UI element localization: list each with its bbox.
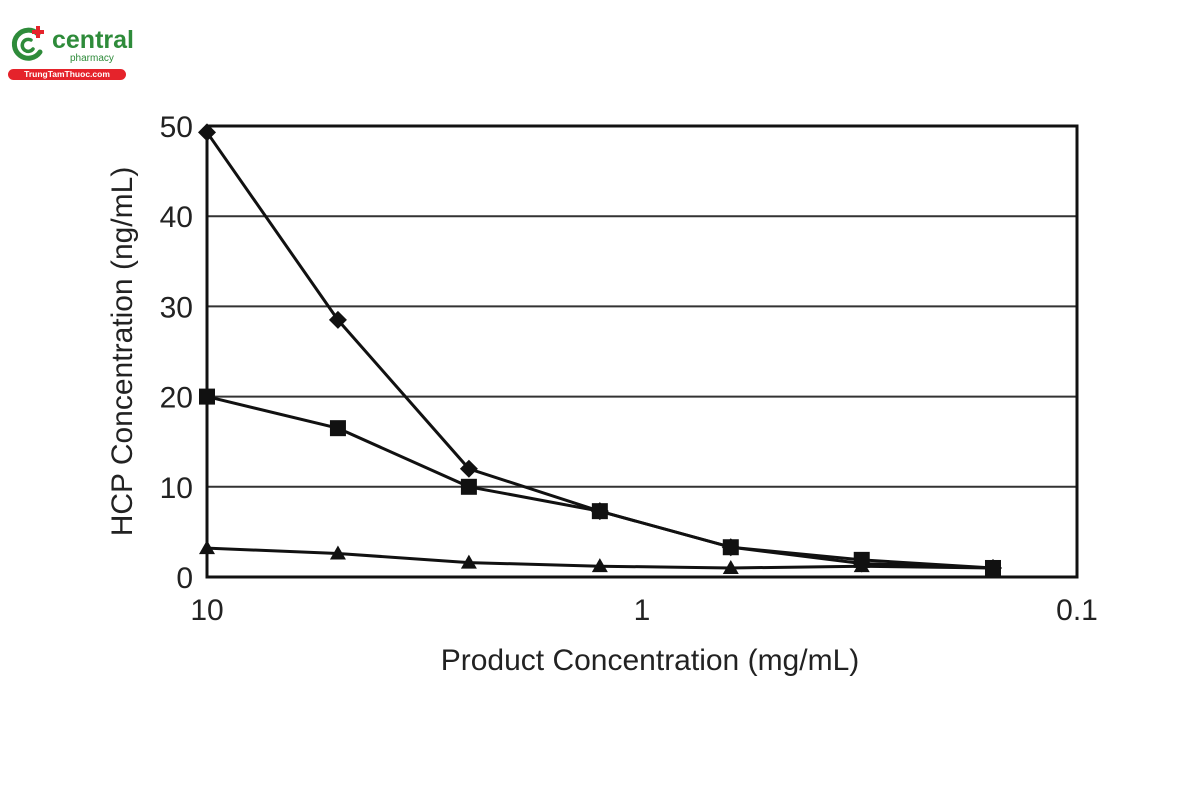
y-tick-label: 0 xyxy=(176,562,193,595)
triangle-marker-icon xyxy=(853,558,870,573)
x-tick-label: 0.1 xyxy=(1056,594,1098,627)
x-tick-label: 1 xyxy=(634,594,651,627)
square-marker-icon xyxy=(722,539,739,556)
data-series xyxy=(198,123,1002,577)
triangle-marker-icon xyxy=(460,554,477,569)
x-tick-label: 10 xyxy=(190,594,223,627)
logo-c-cross-icon xyxy=(11,26,44,61)
gridlines xyxy=(207,215,1077,488)
triangle-marker-icon xyxy=(984,559,1001,574)
y-axis-label: HCP Concentration (ng/mL) xyxy=(106,167,139,537)
square-marker-icon xyxy=(591,503,608,520)
logo-website-band: TrungTamThuoc.com xyxy=(8,69,126,80)
y-tick-label: 30 xyxy=(160,291,193,324)
x-axis-ticks: 10 1 0.1 xyxy=(190,594,1098,627)
x-axis-label: Product Concentration (mg/mL) xyxy=(441,644,860,677)
logo-name: central xyxy=(52,26,134,54)
square-marker-icon xyxy=(460,478,477,495)
y-tick-label: 40 xyxy=(160,201,193,234)
triangle-marker-icon xyxy=(722,559,739,574)
diamond-marker-icon xyxy=(459,459,478,478)
series-square xyxy=(199,388,1001,576)
y-tick-label: 50 xyxy=(160,111,193,144)
plot-frame xyxy=(205,124,1079,579)
diamond-marker-icon xyxy=(328,310,347,329)
y-axis-ticks: 0 10 20 30 40 50 xyxy=(160,111,193,595)
triangle-marker-icon xyxy=(329,545,346,560)
logo-subtitle: pharmacy xyxy=(70,53,114,64)
y-tick-label: 20 xyxy=(160,382,193,415)
square-marker-icon xyxy=(329,420,346,437)
central-pharmacy-logo: central pharmacy TrungTamThuoc.com xyxy=(6,22,134,82)
series-line xyxy=(206,395,994,570)
series-triangle xyxy=(199,540,1001,574)
triangle-marker-icon xyxy=(591,558,608,573)
y-tick-label: 10 xyxy=(160,472,193,505)
